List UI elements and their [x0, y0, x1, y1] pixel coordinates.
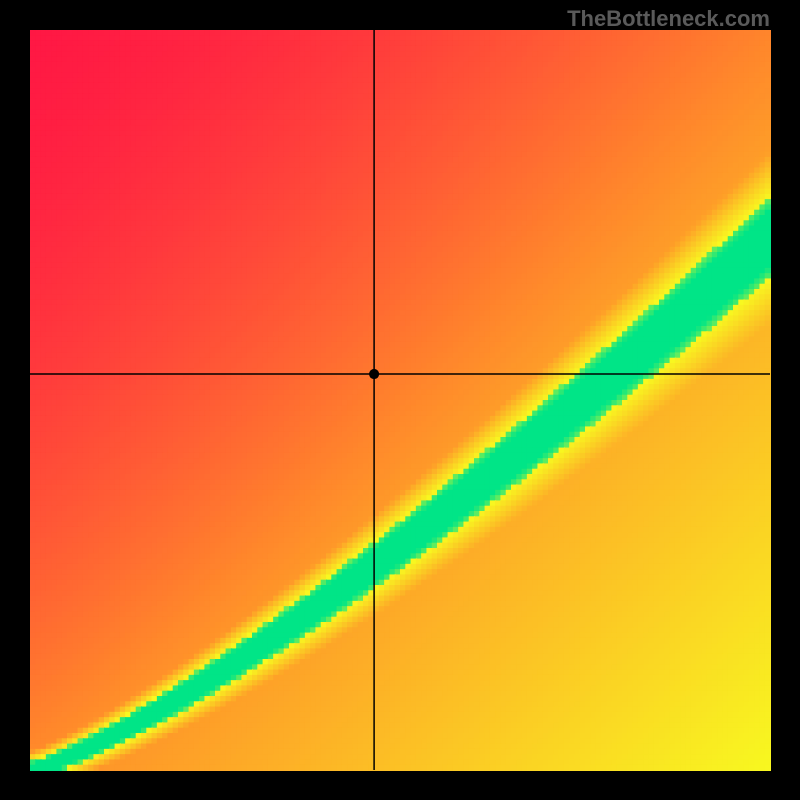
- bottleneck-heatmap-canvas: [0, 0, 800, 800]
- chart-container: TheBottleneck.com: [0, 0, 800, 800]
- watermark-text: TheBottleneck.com: [567, 6, 770, 32]
